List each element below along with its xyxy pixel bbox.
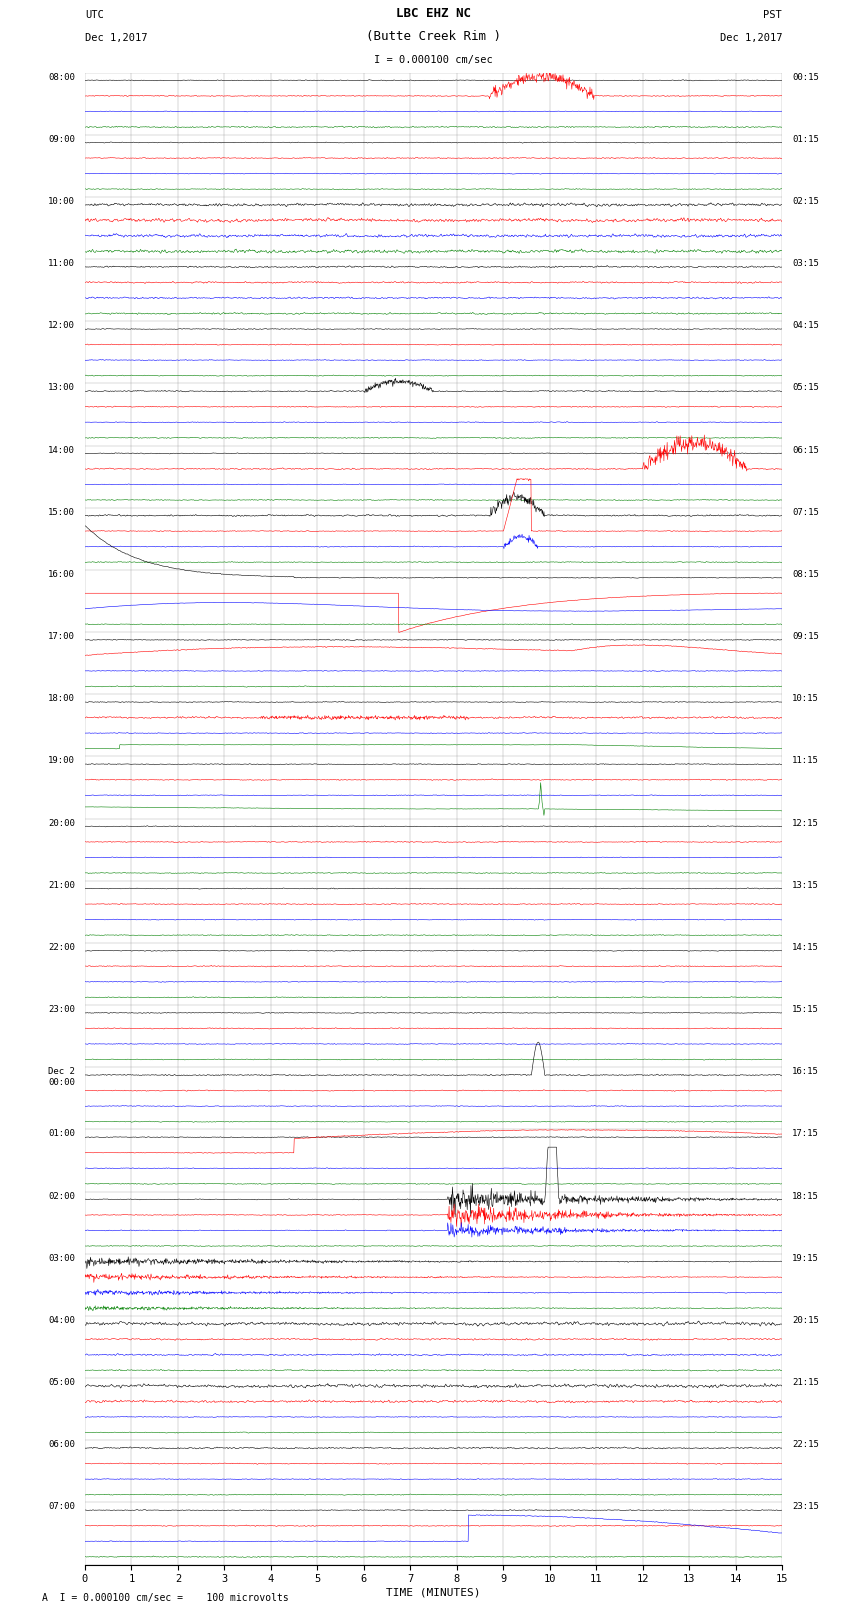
Text: UTC: UTC [85,10,104,21]
Text: 23:15: 23:15 [792,1502,819,1511]
Text: 21:00: 21:00 [48,881,75,890]
Text: A  I = 0.000100 cm/sec =    100 microvolts: A I = 0.000100 cm/sec = 100 microvolts [42,1594,289,1603]
Text: 03:15: 03:15 [792,260,819,268]
Text: 18:15: 18:15 [792,1192,819,1200]
Text: 10:00: 10:00 [48,197,75,206]
Text: 19:15: 19:15 [792,1253,819,1263]
Text: 00:15: 00:15 [792,73,819,82]
Text: 10:15: 10:15 [792,694,819,703]
Text: 05:15: 05:15 [792,384,819,392]
Text: 15:15: 15:15 [792,1005,819,1015]
Text: 18:00: 18:00 [48,694,75,703]
Text: 16:00: 16:00 [48,569,75,579]
Text: 22:00: 22:00 [48,944,75,952]
Text: 11:00: 11:00 [48,260,75,268]
Text: I = 0.000100 cm/sec: I = 0.000100 cm/sec [374,55,493,65]
Text: 12:15: 12:15 [792,819,819,827]
Text: 03:00: 03:00 [48,1253,75,1263]
Text: 01:15: 01:15 [792,135,819,144]
Text: Dec 1,2017: Dec 1,2017 [719,32,782,44]
Text: 20:15: 20:15 [792,1316,819,1324]
Text: 14:00: 14:00 [48,445,75,455]
Text: 16:15: 16:15 [792,1068,819,1076]
Text: 02:15: 02:15 [792,197,819,206]
Text: 07:15: 07:15 [792,508,819,516]
X-axis label: TIME (MINUTES): TIME (MINUTES) [386,1587,481,1597]
Text: 12:00: 12:00 [48,321,75,331]
Text: 06:00: 06:00 [48,1440,75,1448]
Text: 13:00: 13:00 [48,384,75,392]
Text: 04:15: 04:15 [792,321,819,331]
Text: 08:00: 08:00 [48,73,75,82]
Text: Dec 1,2017: Dec 1,2017 [85,32,148,44]
Text: 05:00: 05:00 [48,1378,75,1387]
Text: 13:15: 13:15 [792,881,819,890]
Text: 04:00: 04:00 [48,1316,75,1324]
Text: 09:15: 09:15 [792,632,819,640]
Text: 21:15: 21:15 [792,1378,819,1387]
Text: 22:15: 22:15 [792,1440,819,1448]
Text: 20:00: 20:00 [48,819,75,827]
Text: Dec 2
00:00: Dec 2 00:00 [48,1068,75,1087]
Text: 02:00: 02:00 [48,1192,75,1200]
Text: 17:15: 17:15 [792,1129,819,1139]
Text: 19:00: 19:00 [48,756,75,766]
Text: PST: PST [763,10,782,21]
Text: 14:15: 14:15 [792,944,819,952]
Text: 17:00: 17:00 [48,632,75,640]
Text: LBC EHZ NC: LBC EHZ NC [396,8,471,21]
Text: 08:15: 08:15 [792,569,819,579]
Text: 06:15: 06:15 [792,445,819,455]
Text: 11:15: 11:15 [792,756,819,766]
Text: 23:00: 23:00 [48,1005,75,1015]
Text: 15:00: 15:00 [48,508,75,516]
Text: 01:00: 01:00 [48,1129,75,1139]
Text: 09:00: 09:00 [48,135,75,144]
Text: (Butte Creek Rim ): (Butte Creek Rim ) [366,29,501,44]
Text: 07:00: 07:00 [48,1502,75,1511]
